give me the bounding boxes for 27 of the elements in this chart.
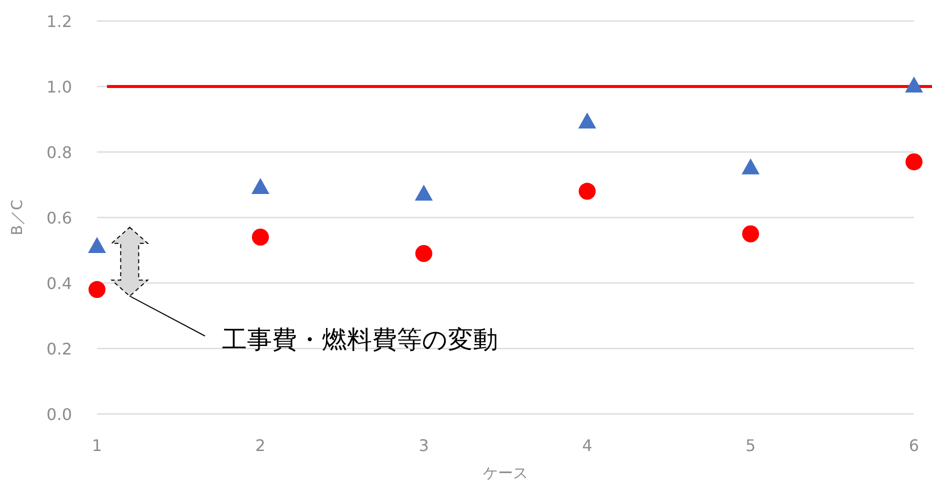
y-tick-label: 0.8 <box>46 143 72 162</box>
point <box>251 178 270 194</box>
y-axis-title: B／C <box>8 200 26 236</box>
x-tick-label: 6 <box>908 436 920 455</box>
point <box>906 153 922 170</box>
point <box>742 158 760 174</box>
y-tick-label: 0.2 <box>46 340 72 358</box>
annotation: 工事費・燃料費等の変動 <box>222 325 498 354</box>
x-axis-title: ケース <box>483 464 528 482</box>
point <box>905 76 923 92</box>
x-tick-label: 4 <box>582 436 592 455</box>
y-tick-label: 0.0 <box>46 405 72 424</box>
point <box>252 228 269 246</box>
y-tick-label: 1.0 <box>46 78 72 96</box>
y-tick-label: 1.2 <box>46 12 72 31</box>
x-tick-label: 2 <box>255 436 266 455</box>
point <box>88 281 106 298</box>
x-tick-label: 3 <box>418 436 429 455</box>
x-tick-label: 5 <box>746 436 756 455</box>
point <box>578 182 596 200</box>
point <box>578 112 596 129</box>
point <box>415 245 432 262</box>
y-tick-label: 0.4 <box>46 274 72 293</box>
y-tick-label: 0.6 <box>46 208 72 228</box>
point <box>742 225 760 242</box>
x-tick-label: 1 <box>92 436 102 455</box>
point <box>414 184 433 201</box>
